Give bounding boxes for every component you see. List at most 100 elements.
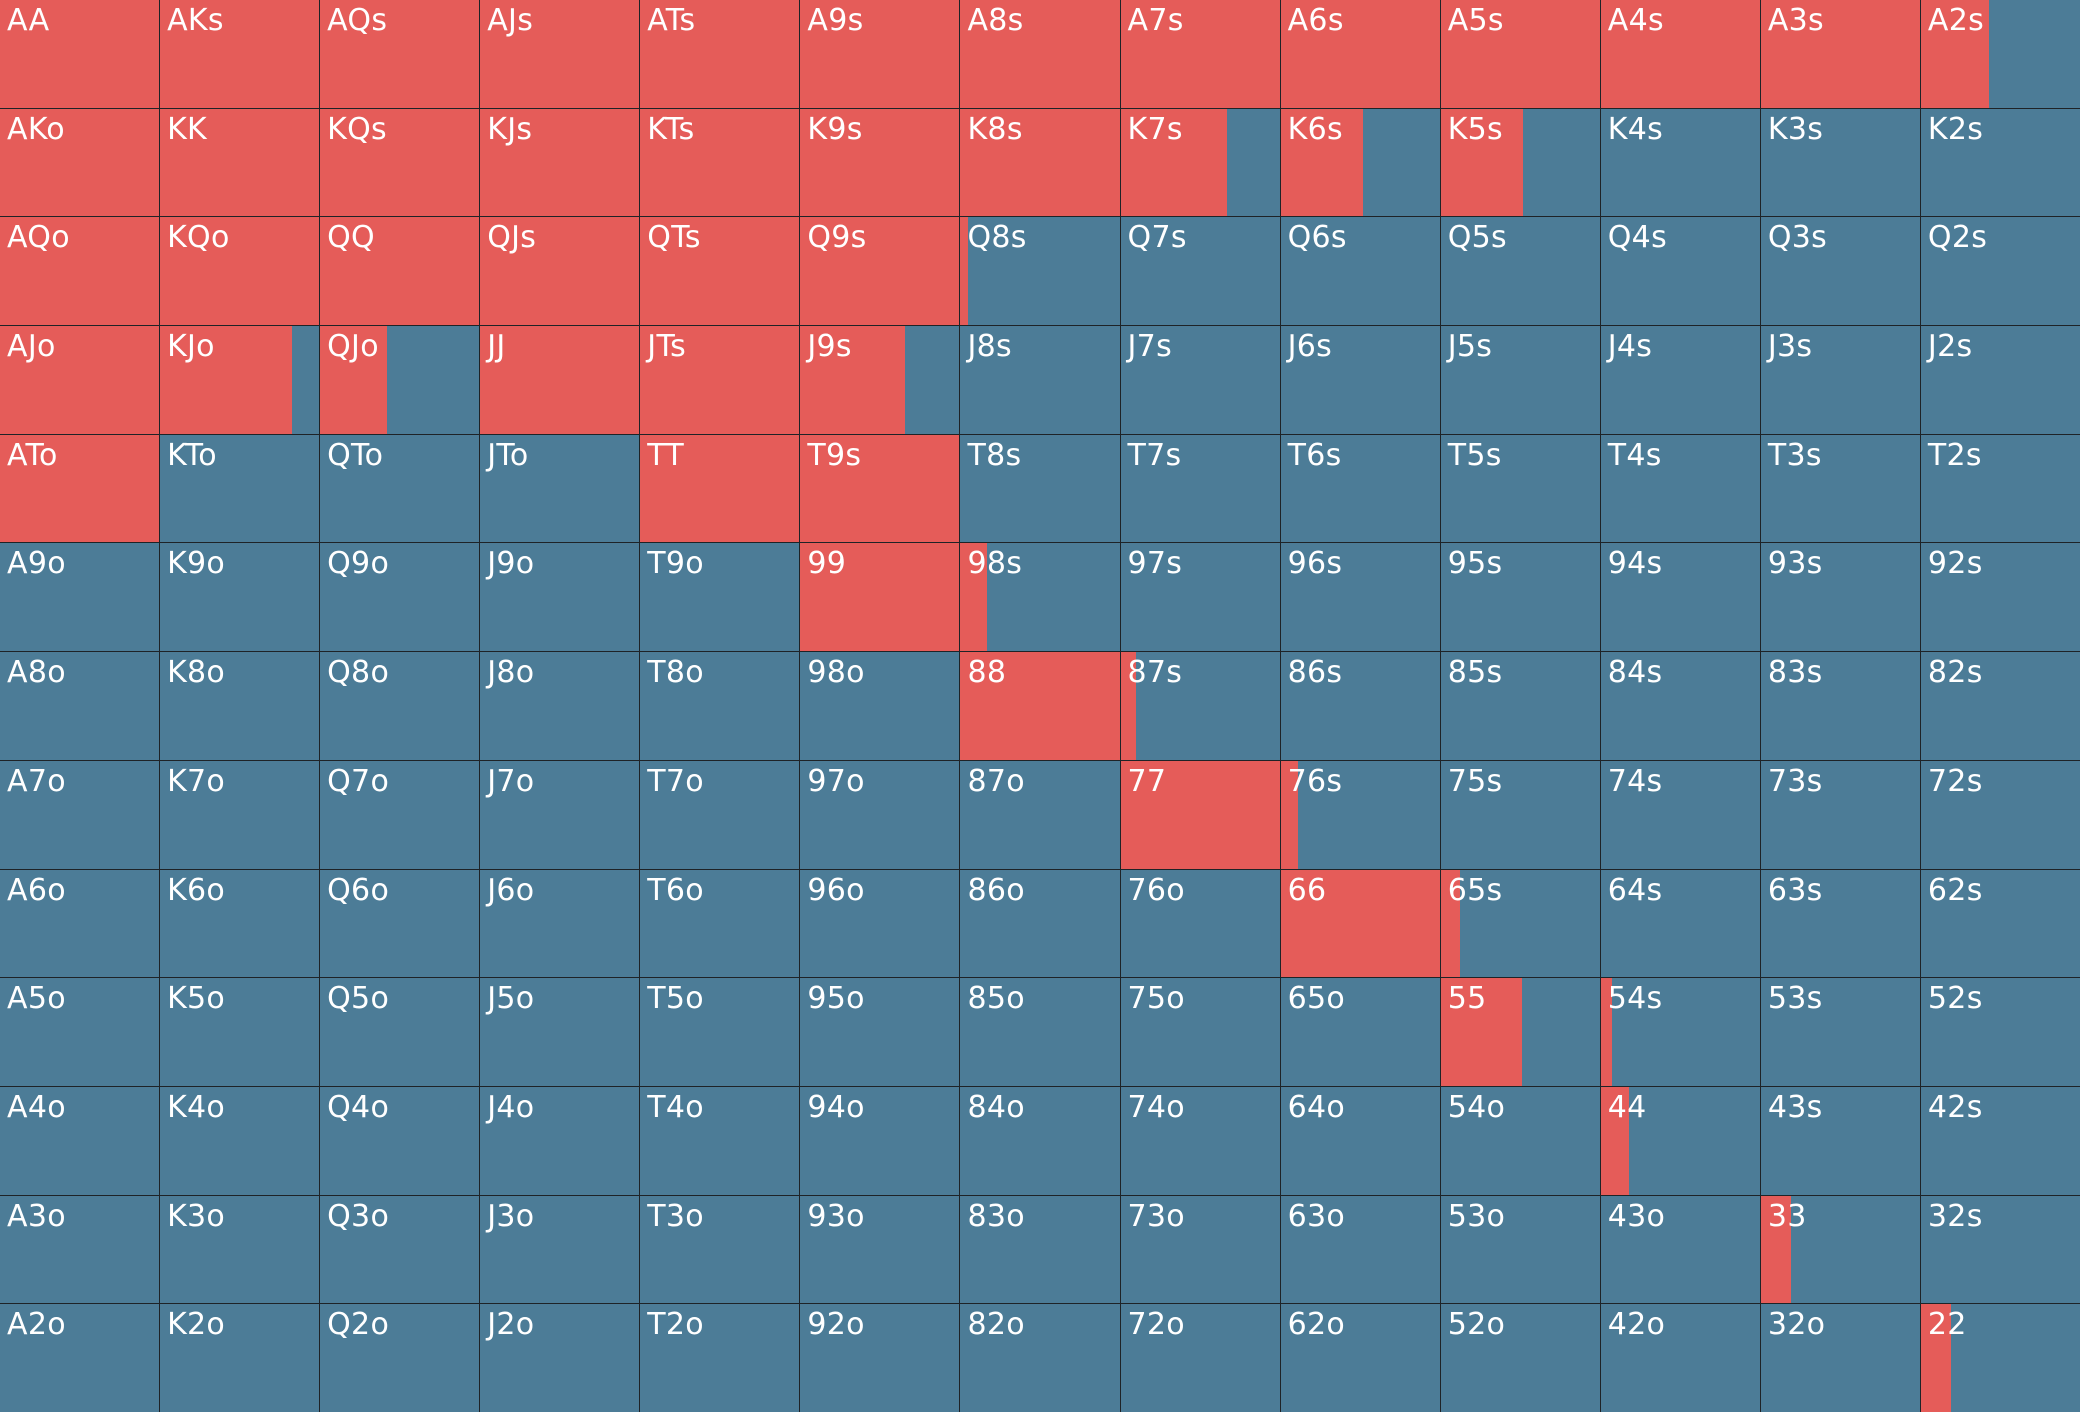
hand-cell[interactable]: J7s xyxy=(1120,326,1280,434)
hand-cell[interactable]: J5s xyxy=(1440,326,1600,434)
hand-cell[interactable]: Q5s xyxy=(1440,217,1600,326)
hand-cell[interactable]: JTo xyxy=(480,434,640,543)
hand-cell[interactable]: KTo xyxy=(160,434,320,543)
hand-cell[interactable]: Q8s xyxy=(960,217,1120,326)
hand-cell[interactable]: K9o xyxy=(160,543,320,652)
hand-cell[interactable]: 97o xyxy=(800,760,960,869)
hand-cell[interactable]: 95o xyxy=(800,978,960,1086)
hand-cell[interactable]: Q5o xyxy=(320,978,480,1086)
hand-cell[interactable]: T5s xyxy=(1440,434,1600,543)
hand-cell[interactable]: K9s xyxy=(800,108,960,217)
hand-cell[interactable]: Q9o xyxy=(320,543,480,652)
hand-cell[interactable]: Q8o xyxy=(320,652,480,760)
hand-cell[interactable]: K5o xyxy=(160,978,320,1086)
hand-cell[interactable]: 43s xyxy=(1760,1086,1920,1195)
hand-cell[interactable]: A9s xyxy=(800,0,960,108)
hand-cell[interactable]: 53s xyxy=(1760,978,1920,1086)
hand-cell[interactable]: J8o xyxy=(480,652,640,760)
hand-cell[interactable]: 72s xyxy=(1920,760,2080,869)
hand-cell[interactable]: AKo xyxy=(0,108,160,217)
hand-cell[interactable]: 65o xyxy=(1280,978,1440,1086)
hand-cell[interactable]: 94s xyxy=(1600,543,1760,652)
hand-cell[interactable]: 98s xyxy=(960,543,1120,652)
hand-cell[interactable]: A5o xyxy=(0,978,160,1086)
hand-cell[interactable]: K4s xyxy=(1600,108,1760,217)
hand-cell[interactable]: 76s xyxy=(1280,760,1440,869)
hand-cell[interactable]: A8o xyxy=(0,652,160,760)
hand-cell[interactable]: AA xyxy=(0,0,160,108)
hand-cell[interactable]: T4s xyxy=(1600,434,1760,543)
hand-cell[interactable]: JTs xyxy=(640,326,800,434)
hand-cell[interactable]: 52s xyxy=(1920,978,2080,1086)
hand-cell[interactable]: 54o xyxy=(1440,1086,1600,1195)
hand-cell[interactable]: Q2o xyxy=(320,1304,480,1412)
hand-cell[interactable]: 64o xyxy=(1280,1086,1440,1195)
hand-cell[interactable]: T4o xyxy=(640,1086,800,1195)
hand-cell[interactable]: A4s xyxy=(1600,0,1760,108)
hand-cell[interactable]: T7o xyxy=(640,760,800,869)
hand-cell[interactable]: T3s xyxy=(1760,434,1920,543)
hand-cell[interactable]: 94o xyxy=(800,1086,960,1195)
hand-cell[interactable]: 96o xyxy=(800,869,960,978)
hand-cell[interactable]: A2s xyxy=(1920,0,2080,108)
hand-cell[interactable]: 72o xyxy=(1120,1304,1280,1412)
hand-cell[interactable]: K6o xyxy=(160,869,320,978)
hand-cell[interactable]: 73s xyxy=(1760,760,1920,869)
hand-cell[interactable]: 63s xyxy=(1760,869,1920,978)
hand-cell[interactable]: 87s xyxy=(1120,652,1280,760)
hand-cell[interactable]: 82s xyxy=(1920,652,2080,760)
hand-cell[interactable]: J7o xyxy=(480,760,640,869)
hand-cell[interactable]: AQs xyxy=(320,0,480,108)
hand-cell[interactable]: TT xyxy=(640,434,800,543)
hand-cell[interactable]: A2o xyxy=(0,1304,160,1412)
hand-cell[interactable]: 83s xyxy=(1760,652,1920,760)
hand-cell[interactable]: T8s xyxy=(960,434,1120,543)
hand-cell[interactable]: AKs xyxy=(160,0,320,108)
hand-cell[interactable]: 86s xyxy=(1280,652,1440,760)
hand-cell[interactable]: 84o xyxy=(960,1086,1120,1195)
hand-cell[interactable]: J8s xyxy=(960,326,1120,434)
hand-cell[interactable]: 77 xyxy=(1120,760,1280,869)
hand-cell[interactable]: 42s xyxy=(1920,1086,2080,1195)
hand-cell[interactable]: 88 xyxy=(960,652,1120,760)
hand-cell[interactable]: 75o xyxy=(1120,978,1280,1086)
hand-cell[interactable]: K6s xyxy=(1280,108,1440,217)
hand-cell[interactable]: 97s xyxy=(1120,543,1280,652)
hand-cell[interactable]: J4s xyxy=(1600,326,1760,434)
hand-cell[interactable]: 64s xyxy=(1600,869,1760,978)
hand-cell[interactable]: 85o xyxy=(960,978,1120,1086)
hand-cell[interactable]: 63o xyxy=(1280,1195,1440,1304)
hand-cell[interactable]: Q3o xyxy=(320,1195,480,1304)
hand-cell[interactable]: T6s xyxy=(1280,434,1440,543)
hand-cell[interactable]: K3s xyxy=(1760,108,1920,217)
hand-cell[interactable]: 82o xyxy=(960,1304,1120,1412)
hand-cell[interactable]: 98o xyxy=(800,652,960,760)
hand-cell[interactable]: 76o xyxy=(1120,869,1280,978)
hand-cell[interactable]: A6o xyxy=(0,869,160,978)
hand-cell[interactable]: 62o xyxy=(1280,1304,1440,1412)
hand-cell[interactable]: A9o xyxy=(0,543,160,652)
hand-cell[interactable]: A8s xyxy=(960,0,1120,108)
hand-cell[interactable]: JJ xyxy=(480,326,640,434)
hand-cell[interactable]: T7s xyxy=(1120,434,1280,543)
hand-cell[interactable]: K2s xyxy=(1920,108,2080,217)
hand-cell[interactable]: Q6o xyxy=(320,869,480,978)
hand-cell[interactable]: Q4o xyxy=(320,1086,480,1195)
hand-cell[interactable]: KJs xyxy=(480,108,640,217)
hand-cell[interactable]: J6o xyxy=(480,869,640,978)
hand-cell[interactable]: T9o xyxy=(640,543,800,652)
hand-cell[interactable]: Q7o xyxy=(320,760,480,869)
hand-cell[interactable]: Q6s xyxy=(1280,217,1440,326)
hand-cell[interactable]: 86o xyxy=(960,869,1120,978)
hand-cell[interactable]: AJs xyxy=(480,0,640,108)
hand-cell[interactable]: 66 xyxy=(1280,869,1440,978)
hand-cell[interactable]: 44 xyxy=(1600,1086,1760,1195)
hand-cell[interactable]: 53o xyxy=(1440,1195,1600,1304)
hand-cell[interactable]: J3s xyxy=(1760,326,1920,434)
hand-cell[interactable]: 85s xyxy=(1440,652,1600,760)
hand-cell[interactable]: J9o xyxy=(480,543,640,652)
hand-cell[interactable]: KQo xyxy=(160,217,320,326)
hand-cell[interactable]: 74o xyxy=(1120,1086,1280,1195)
hand-cell[interactable]: K3o xyxy=(160,1195,320,1304)
hand-cell[interactable]: J4o xyxy=(480,1086,640,1195)
